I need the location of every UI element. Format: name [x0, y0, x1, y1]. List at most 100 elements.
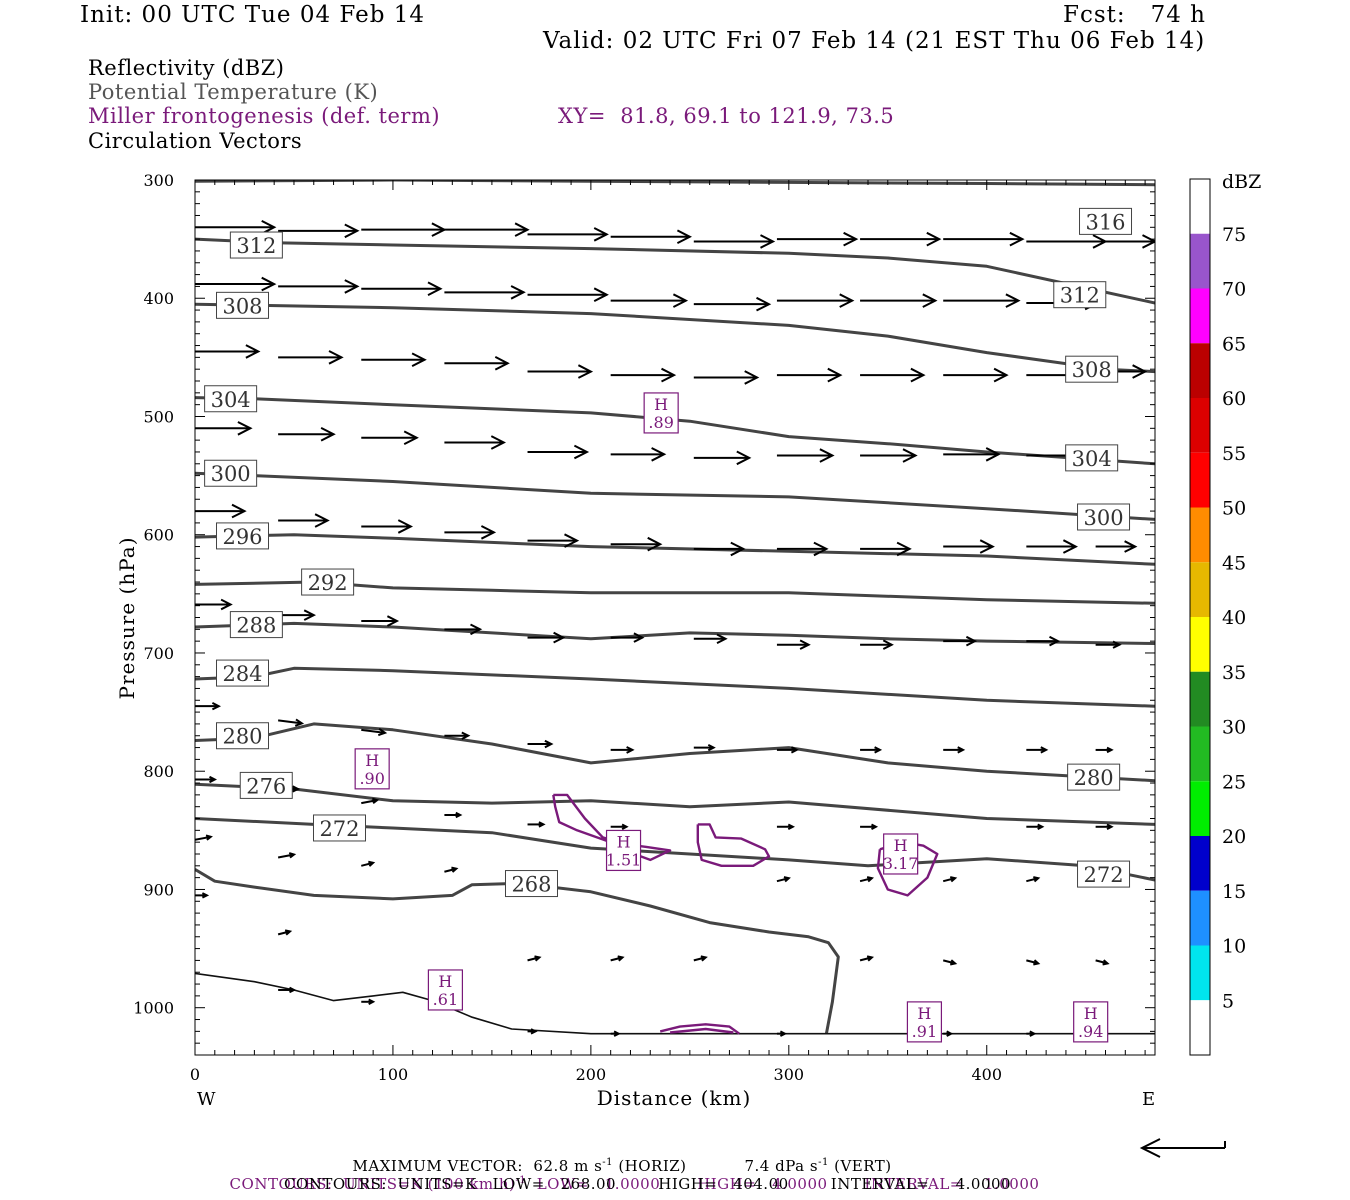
circulation-vector-head: [613, 1030, 621, 1037]
theta-contour-label: 288: [236, 614, 276, 638]
theta-label-box: [229, 611, 283, 639]
theta-contour-line: [195, 237, 1155, 305]
theta-contour-label: 296: [222, 525, 262, 549]
plot-frame: [194, 179, 1156, 1056]
circulation-vector-head: [1029, 1030, 1037, 1037]
theta-label-box: [1067, 763, 1121, 791]
high-marker-label: H: [438, 972, 452, 991]
circulation-vector-head: [716, 633, 728, 644]
circulation-vector-head: [368, 860, 376, 867]
theta-contour-label: 280: [222, 725, 262, 749]
colorbar-label: 10: [1222, 936, 1246, 958]
circulation-vector-head: [455, 811, 463, 819]
colorbar-swatch: [1190, 233, 1210, 289]
footer-contours-frontogenesis: CONTOURS: UNITS=K (100 km h)-1 LOW= 1.00…: [229, 1175, 1040, 1193]
circulation-vector-head: [979, 539, 995, 554]
theta-contours: [195, 180, 1155, 1035]
theta-label-box: [216, 722, 270, 750]
theta-label-box: [504, 870, 558, 898]
high-marker-box: [906, 1001, 943, 1043]
y-tick-label: 600: [143, 526, 174, 545]
field-theta: Potential Temperature (K): [88, 80, 379, 104]
valid-time: Valid: 02 UTC Fri 07 Feb 14 (21 EST Thu …: [543, 28, 1206, 54]
circulation-vector-head: [494, 356, 510, 371]
high-marker-value: 1.51: [606, 850, 642, 869]
circulation-vector-head: [1132, 364, 1148, 379]
circulation-vector-head: [328, 350, 344, 365]
theta-contour-line: [195, 722, 1155, 783]
circulation-vector-head: [756, 296, 772, 312]
circulation-vector-head: [910, 367, 926, 383]
colorbar-swatch: [1190, 507, 1210, 563]
colorbar-swatch: [1190, 726, 1210, 782]
colorbar-swatch: [1190, 945, 1210, 1001]
circulation-vector-head: [1049, 635, 1061, 647]
circulation-vector-head: [284, 929, 293, 936]
circulation-vector-head: [344, 223, 360, 239]
circulation-vector-head: [490, 435, 506, 450]
theta-contour-label: 312: [236, 234, 276, 258]
circulation-vector-head: [730, 541, 746, 557]
high-marker-value: .94: [1078, 1022, 1103, 1041]
circulation-vector-head: [510, 285, 526, 300]
circulation-vector-head: [211, 702, 222, 711]
theta-contour-label: 316: [1085, 210, 1125, 234]
theta-label-box: [216, 522, 270, 550]
circulation-vector-head: [799, 639, 811, 650]
circulation-vector-head: [372, 797, 380, 804]
colorbar: 75 70 65 60 55 50 45 40 35 30 25 20 15 10 5: [1189, 178, 1246, 1056]
x-tick-label: 0: [190, 1065, 200, 1084]
colorbar-unit: dBZ: [1222, 171, 1261, 193]
y-tick-label: 900: [143, 880, 174, 899]
circulation-vector-head: [480, 525, 497, 540]
theta-contour-label: 300: [1083, 506, 1123, 530]
colorbar-swatch: [1190, 781, 1210, 836]
circulation-vector-head: [819, 448, 835, 463]
circulation-vector-head: [790, 746, 799, 754]
circulation-vector-head: [949, 876, 958, 883]
theta-contour-label: 272: [319, 817, 359, 841]
cross-section-coords: XY= 81.8, 69.1 to 121.9, 73.5: [558, 104, 895, 128]
colorbar-label: 65: [1222, 333, 1246, 355]
theta-contour-label: 280: [1074, 766, 1114, 790]
theta-label-box: [239, 771, 293, 799]
circulation-vector-head: [411, 352, 427, 367]
circulation-vector-head: [231, 503, 247, 519]
theta-contour-line: [195, 621, 1155, 645]
circulation-vector-head: [957, 746, 966, 754]
circulation-vector-head: [787, 823, 795, 830]
circulation-vector-head: [926, 231, 942, 247]
colorbar-label: 5: [1222, 990, 1234, 1012]
colorbar-label: 60: [1222, 388, 1246, 410]
circulation-vector-head: [544, 739, 554, 749]
circulation-vector-head: [303, 609, 317, 621]
frontogenesis-contour: [552, 793, 672, 862]
theta-contour-label: 308: [222, 294, 262, 318]
circulation-vector-head: [843, 231, 859, 247]
theta-contour-label: 284: [222, 662, 262, 686]
circulation-vector-head: [593, 287, 609, 302]
circulation-vector-head: [386, 615, 400, 627]
theta-contour-label: 300: [211, 462, 251, 486]
circulation-vector-head: [1106, 746, 1114, 754]
circulation-vector-head: [902, 448, 918, 463]
circulation-vector-head: [621, 823, 629, 830]
theta-label-box: [204, 385, 258, 413]
theta-label-box: [312, 814, 366, 842]
circulation-vector-head: [220, 598, 233, 611]
contour-labels: 316 312 312 308 308 304 304 300 300 296 292 288 284 2…: [204, 207, 1133, 898]
circulation-vector-head: [461, 731, 471, 740]
circulation-vector-head: [245, 344, 261, 359]
y-tick-label: 400: [143, 289, 174, 308]
theta-label-box: [204, 459, 258, 487]
circulation-vector-head: [403, 430, 419, 445]
field-frontogenesis: Miller frontogenesis (def. term): [88, 104, 441, 128]
colorbar-label: 55: [1222, 443, 1246, 465]
theta-label-box: [1077, 503, 1131, 531]
footer-contours-theta: CONTOURS: UNITS=K LOW= 268.00 HIGH= 404.…: [284, 1175, 1012, 1193]
colorbar-swatch: [1190, 671, 1210, 727]
circulation-vector-head: [871, 823, 879, 830]
circulation-vector-head: [368, 998, 376, 1005]
theta-contour-line: [195, 180, 1155, 187]
